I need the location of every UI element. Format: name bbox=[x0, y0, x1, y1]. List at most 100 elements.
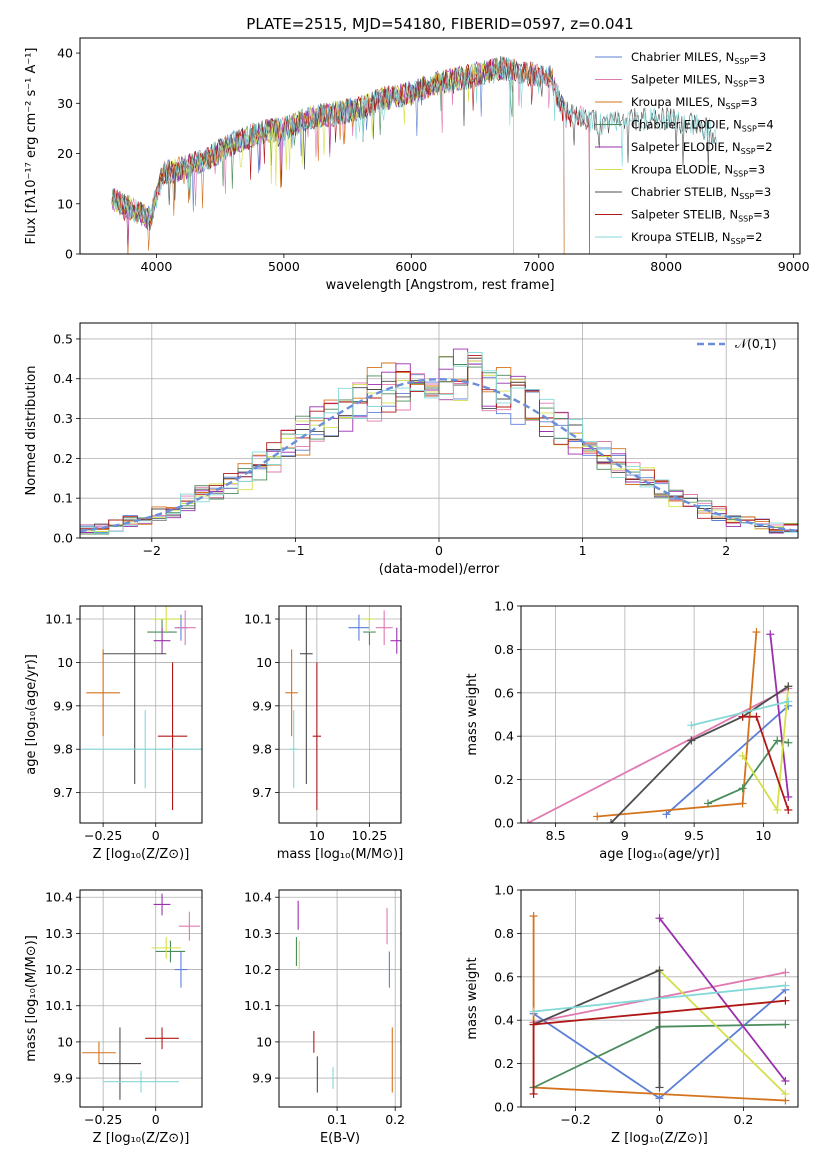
y-tick-label: 9.9 bbox=[252, 698, 272, 713]
massweight-lines bbox=[529, 912, 790, 1105]
massweight-marker bbox=[523, 819, 532, 823]
y-tick-label: 10 bbox=[57, 1034, 73, 1049]
x-axis-label: Z [log₁₀(Z/Z⊙)] bbox=[93, 847, 190, 862]
x-axis-label: mass [log₁₀(M/M⊙)] bbox=[277, 847, 404, 862]
errorbars bbox=[295, 900, 393, 1093]
y-tick-label: 1.0 bbox=[494, 599, 514, 614]
massweight-marker bbox=[738, 784, 747, 793]
massweight-marker bbox=[781, 1076, 790, 1085]
massweight-series bbox=[533, 984, 786, 1013]
legend-label: Kroupa STELIB, NSSP=2 bbox=[631, 230, 762, 246]
errorbar-point bbox=[151, 606, 181, 633]
spectrum-lines bbox=[111, 55, 717, 254]
errorbar-point bbox=[178, 911, 200, 941]
y-axis-label: mass weight bbox=[465, 957, 480, 1039]
massweight-marker bbox=[738, 712, 747, 721]
massweight-series bbox=[610, 685, 789, 823]
y-tick-label: 10 bbox=[57, 655, 73, 670]
massweight-vs-age-panel: 8.5 9 9.5 10 0.0 0.2 0.4 0.6 0.8 1.0 age [log₁₀(ag… bbox=[465, 599, 799, 862]
errorbar-point bbox=[390, 627, 401, 654]
x-tick-label: 1 bbox=[579, 543, 587, 558]
spectrum-panel: 4000 5000 6000 7000 8000 9000 0 10 20 30 40 wavelen… bbox=[24, 37, 810, 293]
massweight-marker bbox=[784, 805, 793, 814]
errorbar-point bbox=[312, 662, 322, 810]
errorbar-point bbox=[82, 710, 202, 789]
errorbar-point bbox=[151, 937, 181, 959]
massweight-series bbox=[665, 705, 789, 815]
y-tick-label: 20 bbox=[57, 146, 73, 161]
y-tick-label: 9.9 bbox=[53, 1071, 73, 1086]
y-tick-label: 10.4 bbox=[244, 890, 272, 905]
x-tick-label: 9000 bbox=[778, 259, 810, 274]
errorbar-point bbox=[375, 610, 393, 646]
y-tick-label: 30 bbox=[57, 96, 73, 111]
x-tick-label: −1 bbox=[286, 543, 304, 558]
legend-label: 𝒩(0,1) bbox=[735, 336, 777, 351]
legend-value: =3 bbox=[748, 163, 765, 177]
y-tick-label: 9.9 bbox=[252, 1071, 272, 1086]
age-vs-mass-panel: 10 10.25 9.7 9.8 9.9 10 10.1 mass [log₁₀(M/M⊙)] bbox=[244, 605, 404, 862]
legend-value: =3 bbox=[749, 50, 766, 64]
legend-label: Chabrier STELIB, NSSP=3 bbox=[631, 185, 771, 201]
legend-value: =3 bbox=[741, 95, 758, 109]
gaussian-curve bbox=[80, 377, 798, 533]
massweight-marker bbox=[773, 736, 782, 745]
axes-frame bbox=[79, 37, 801, 255]
x-tick-label: 6000 bbox=[395, 259, 427, 274]
legend-subscript: SSP bbox=[731, 237, 746, 246]
y-tick-label: 0.1 bbox=[53, 491, 73, 506]
errorbar-point bbox=[289, 710, 298, 789]
y-tick-label: 0.2 bbox=[494, 772, 514, 787]
y-tick-label: 0.2 bbox=[494, 1056, 514, 1071]
legend-label: Chabrier ELODIE, NSSP=4 bbox=[631, 118, 774, 134]
legend-value: =3 bbox=[748, 73, 765, 87]
y-axis-label: mass [log₁₀(M/M⊙)] bbox=[24, 935, 39, 1062]
y-tick-label: 10.4 bbox=[45, 890, 73, 905]
legend-label: Kroupa ELODIE, NSSP=3 bbox=[631, 163, 765, 179]
y-tick-label: 1.0 bbox=[494, 883, 514, 898]
errorbars bbox=[285, 606, 401, 810]
massweight-series bbox=[527, 687, 789, 823]
y-tick-label: 0.8 bbox=[494, 926, 514, 941]
massweight-marker bbox=[784, 697, 793, 706]
x-tick-label: 7000 bbox=[523, 259, 555, 274]
x-tick-label: 2 bbox=[722, 543, 730, 558]
y-tick-label: 0.4 bbox=[53, 371, 73, 386]
errorbar-point bbox=[153, 893, 171, 916]
x-tick-label: −2 bbox=[143, 543, 161, 558]
errorbar-point bbox=[103, 606, 167, 784]
massweight-marker bbox=[655, 966, 664, 975]
y-tick-label: 10.3 bbox=[244, 926, 272, 941]
massweight-series bbox=[658, 917, 787, 1082]
massweight-marker bbox=[752, 628, 761, 637]
legend-subscript: SSP bbox=[742, 125, 757, 134]
legend-value: =2 bbox=[746, 230, 763, 244]
x-axis-label: wavelength [Angstrom, rest frame] bbox=[326, 278, 555, 293]
massweight-marker bbox=[766, 630, 775, 639]
errorbar-point bbox=[285, 649, 298, 737]
y-tick-label: 9.8 bbox=[53, 742, 73, 757]
errorbar-point bbox=[145, 1027, 179, 1050]
residuals-panel: −2 −1 0 1 2 0.0 0.1 0.2 0.3 0.4 0.5 (data-model)/er… bbox=[24, 322, 799, 577]
y-tick-label: 0.8 bbox=[494, 642, 514, 657]
errorbar-point bbox=[157, 662, 188, 810]
errorbar-point bbox=[174, 951, 188, 988]
y-tick-label: 9.7 bbox=[252, 785, 272, 800]
legend-label: Salpeter MILES, NSSP=3 bbox=[631, 73, 765, 89]
x-tick-label: 0 bbox=[152, 828, 160, 843]
x-axis-label: Z [log₁₀(Z/Z⊙)] bbox=[611, 1131, 708, 1146]
massweight-marker bbox=[784, 738, 793, 747]
legend-subscript: SSP bbox=[726, 102, 741, 111]
errorbar-point bbox=[155, 940, 186, 963]
x-axis-label: (data-model)/error bbox=[379, 562, 500, 577]
y-tick-label: 10.1 bbox=[45, 998, 73, 1013]
x-tick-label: −0.25 bbox=[84, 1112, 122, 1127]
y-axis-label: Normed distribution bbox=[24, 366, 39, 496]
axes-frame bbox=[79, 605, 203, 824]
massweight-marker bbox=[703, 799, 712, 808]
y-tick-label: 9.8 bbox=[252, 742, 272, 757]
x-axis-label: age [log₁₀(age/yr)] bbox=[599, 847, 720, 862]
legend-value: =2 bbox=[756, 140, 773, 154]
legend-label: Chabrier MILES, NSSP=3 bbox=[631, 50, 766, 66]
errorbars bbox=[82, 606, 202, 810]
